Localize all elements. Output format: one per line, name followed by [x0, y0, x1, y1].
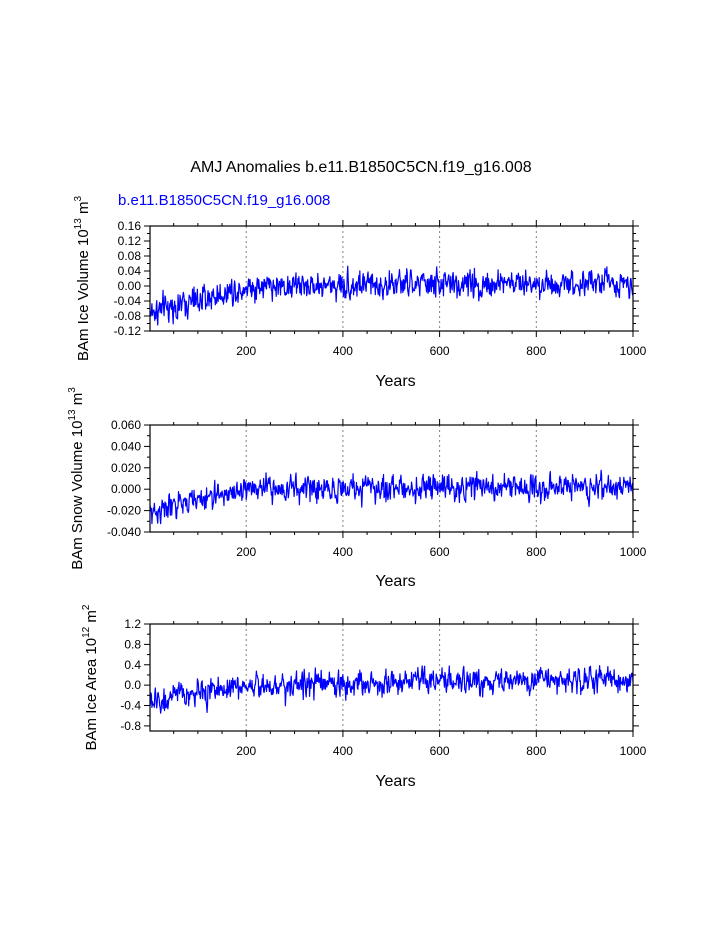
- y-axis-label-text: BAm Snow Volume 10: [69, 421, 86, 570]
- xtick-label: 600: [430, 545, 450, 559]
- ytick-label: 0.16: [118, 219, 142, 233]
- y-axis-label-unit: m: [83, 610, 100, 627]
- xtick-label: 800: [526, 744, 546, 758]
- ytick-label: 0.020: [111, 461, 141, 475]
- ytick-label: 0.040: [111, 439, 141, 453]
- xtick-label: 1000: [620, 545, 647, 559]
- xtick-label: 600: [430, 744, 450, 758]
- ytick-label: 0.8: [124, 637, 141, 651]
- ytick-label: 0.00: [118, 279, 142, 293]
- panel-ice-volume: -0.12-0.08-0.040.000.040.080.120.16 200 40…: [73, 196, 647, 390]
- y-axis-label-text: BAm Ice Area 10: [83, 638, 100, 751]
- x-axis-label: Years: [375, 773, 415, 790]
- ytick-label: -0.08: [114, 309, 142, 323]
- xtick-label: 600: [430, 344, 450, 358]
- ytick-label: 0.12: [118, 234, 142, 248]
- figure-title: AMJ Anomalies b.e11.B1850C5CN.f19_g16.00…: [190, 159, 531, 176]
- ytick-label: 0.0: [124, 678, 141, 692]
- ytick-label: 0.4: [124, 658, 141, 672]
- xtick-label: 400: [333, 744, 353, 758]
- y-axis-label-exp: 13: [67, 409, 78, 421]
- y-axis-label-unit-exp: 3: [67, 387, 78, 393]
- series-line-snow-volume: [149, 469, 634, 525]
- case-label: b.e11.B1850C5CN.f19_g16.008: [118, 192, 330, 209]
- ytick-label: 0.08: [118, 249, 142, 263]
- panel-snow-volume: -0.040 -0.020 0.000 0.020 0.040 0.060 200 400 60…: [67, 387, 647, 590]
- xtick-label: 1000: [620, 344, 647, 358]
- y-axis-label-exp: 12: [81, 626, 92, 638]
- xtick-label: 200: [236, 344, 256, 358]
- ytick-label: -0.12: [114, 324, 142, 338]
- panel-ice-area: -0.8 -0.4 0.0 0.4 0.8 1.2 200 400 600 800 1000 Year…: [81, 604, 647, 790]
- y-axis-label-text: BAm Ice Volume 10: [75, 229, 92, 361]
- xtick-label: 800: [526, 545, 546, 559]
- x-axis-label: Years: [375, 573, 415, 590]
- y-axis-label-unit: m: [69, 393, 86, 410]
- xtick-label: 800: [526, 344, 546, 358]
- ytick-label: 0.04: [118, 264, 142, 278]
- y-axis-label-unit: m: [75, 202, 92, 219]
- x-axis-label: Years: [375, 373, 415, 390]
- xtick-label: 200: [236, 744, 256, 758]
- ytick-label: -0.4: [120, 699, 141, 713]
- y-axis-label: BAm Snow Volume 1013 m3: [67, 387, 86, 570]
- y-axis-label: BAm Ice Volume 1013 m3: [73, 196, 92, 362]
- series-line-ice-volume: [149, 265, 634, 326]
- ytick-label: 1.2: [124, 617, 141, 631]
- ytick-label: 0.000: [111, 482, 141, 496]
- y-axis-label-unit-exp: 2: [81, 604, 92, 610]
- xtick-label: 200: [236, 545, 256, 559]
- ytick-label: -0.040: [107, 525, 141, 539]
- ytick-label: -0.020: [107, 504, 141, 518]
- y-axis-label: BAm Ice Area 1012 m2: [81, 604, 100, 750]
- xtick-label: 1000: [620, 744, 647, 758]
- ytick-label: 0.060: [111, 418, 141, 432]
- xtick-label: 400: [333, 545, 353, 559]
- series-line-ice-area: [149, 665, 634, 714]
- panels: -0.12-0.08-0.040.000.040.080.120.16 200 40…: [67, 196, 647, 790]
- y-axis-label-unit-exp: 3: [73, 196, 84, 202]
- y-axis-label-exp: 13: [73, 218, 84, 230]
- xtick-label: 400: [333, 344, 353, 358]
- ytick-label: -0.8: [120, 719, 141, 733]
- ytick-label: -0.04: [114, 294, 142, 308]
